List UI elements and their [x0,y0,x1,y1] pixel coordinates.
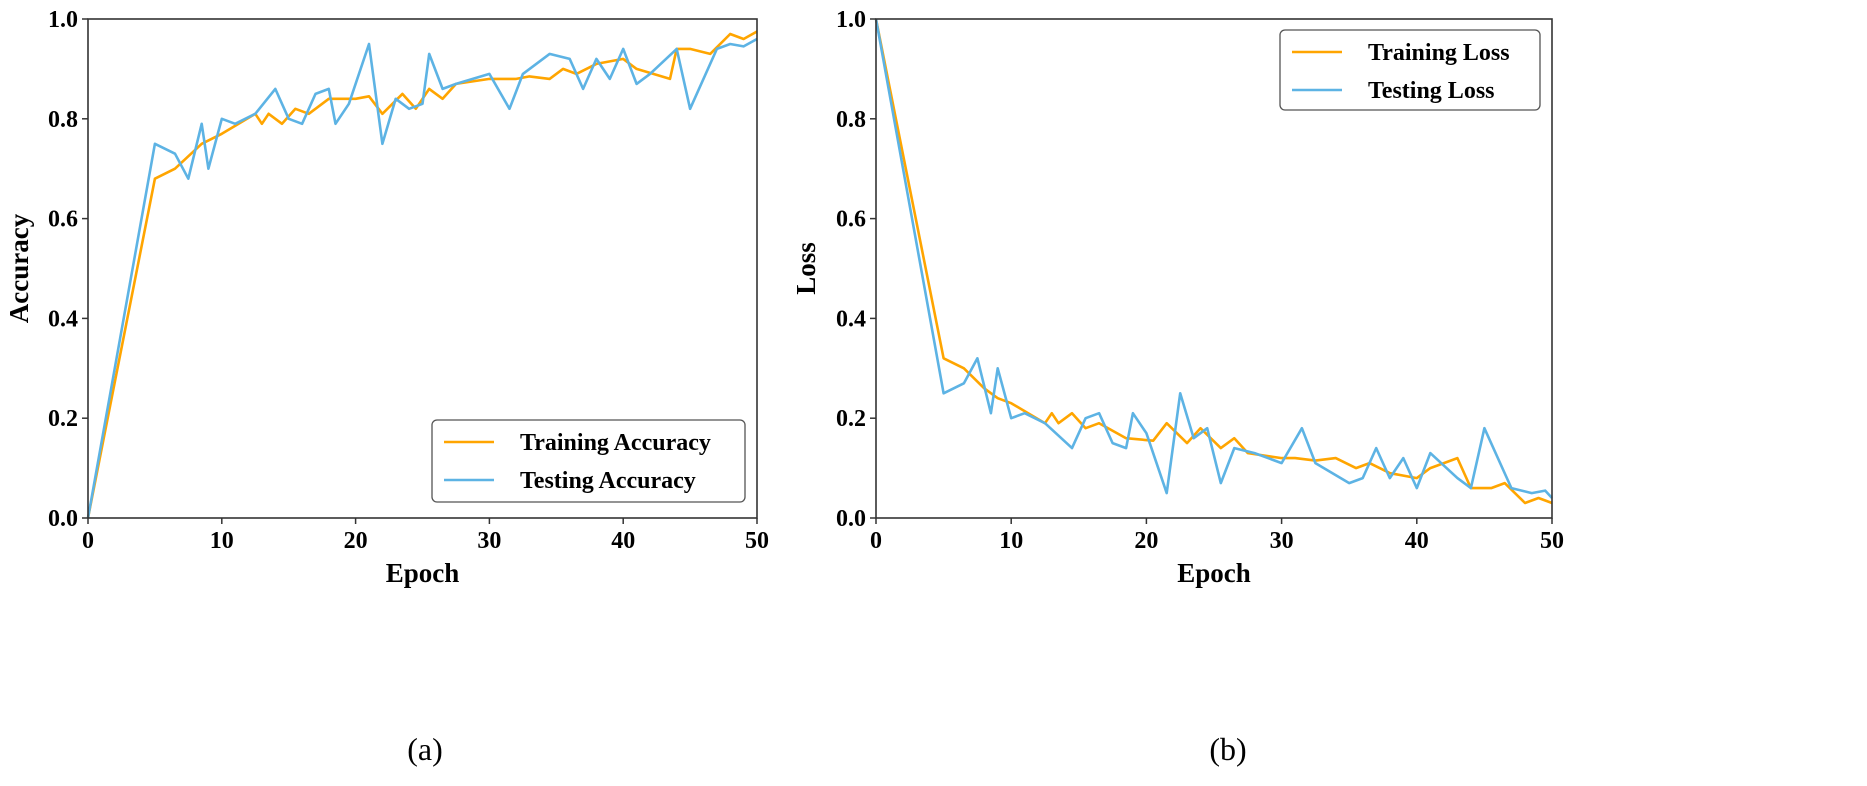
y-tick-label: 0.2 [48,406,78,432]
y-tick-label: 0.6 [48,207,78,233]
y-tick-label: 0.4 [836,306,866,332]
legend: Training Loss Testing Loss [1279,29,1541,111]
y-tick-label: 0.4 [48,306,78,332]
x-tick-label: 10 [210,528,234,554]
chart-accuracy: 0 10 20 30 40 50 0.0 0.2 0.4 0.6 0.8 1.0 Epoch Accura… [4,7,769,767]
legend-box [431,419,746,503]
legend-box [1279,29,1541,111]
series-line-testing-accuracy [86,37,758,519]
x-tick-label: 30 [1270,528,1294,554]
legend-label: Training Loss [1368,40,1510,66]
x-tick-label: 20 [344,528,368,554]
chart-loss: 0 10 20 30 40 50 0.0 0.2 0.4 0.6 0.8 1.0 Epoch Loss Tr… [791,7,1564,767]
y-tick-label: 0.8 [48,107,78,133]
x-tick-label: 0 [82,528,94,554]
plot-frame [87,18,758,519]
legend-label: Testing Accuracy [520,468,696,494]
subfigure-caption: (b) [1209,731,1246,767]
x-axis-label: Epoch [1177,558,1251,588]
series-line-training-accuracy [86,30,758,519]
x-tick-label: 50 [745,528,769,554]
series-line-testing-loss [874,18,1553,499]
y-tick-label: 0.6 [836,207,866,233]
x-tick-label: 40 [611,528,635,554]
subfigure-caption: (a) [407,731,443,767]
y-axis-label: Accuracy [4,213,34,323]
y-tick-label: 0.2 [836,406,866,432]
x-axis-label: Epoch [386,558,460,588]
y-tick-label: 0.8 [836,107,866,133]
y-tick-label: 1.0 [836,7,866,33]
x-tick-label: 40 [1405,528,1429,554]
x-tick-label: 0 [870,528,882,554]
y-tick-label: 0.0 [836,506,866,532]
y-axis-label: Loss [791,242,821,295]
x-tick-label: 10 [999,528,1023,554]
legend-label: Testing Loss [1368,78,1495,104]
legend-label: Training Accuracy [520,430,711,456]
y-tick-label: 0.0 [48,506,78,532]
plot-frame [875,18,1553,519]
x-tick-label: 50 [1540,528,1564,554]
x-tick-label: 30 [477,528,501,554]
x-tick-label: 20 [1134,528,1158,554]
y-tick-label: 1.0 [48,7,78,33]
legend: Training Accuracy Testing Accuracy [431,419,746,503]
